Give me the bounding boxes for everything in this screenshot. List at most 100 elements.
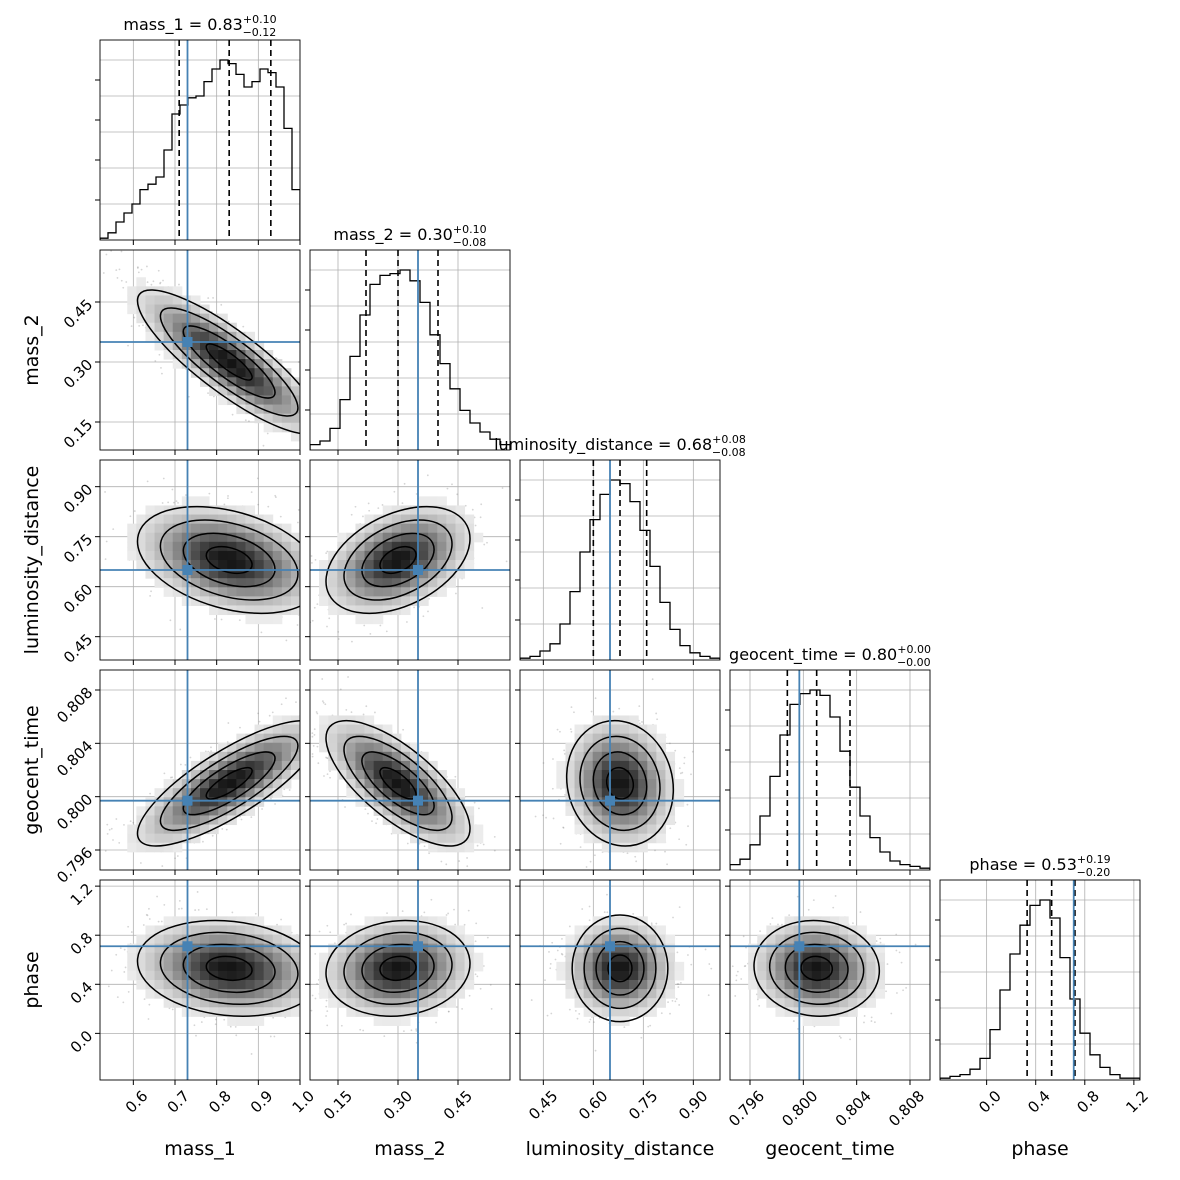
density-cell — [272, 724, 283, 735]
density-cell — [290, 742, 300, 753]
density-cell — [455, 505, 466, 516]
density-cell — [245, 532, 256, 543]
density-cell — [400, 824, 411, 835]
density-cell — [355, 550, 366, 561]
scatter-point — [683, 756, 686, 759]
scatter-point — [451, 483, 453, 486]
density-cell — [419, 514, 429, 525]
density-cell — [419, 815, 429, 826]
density-cell — [172, 824, 183, 835]
scatter-point — [316, 712, 319, 715]
density-cell — [419, 806, 429, 816]
density-cell — [391, 578, 402, 588]
y-tick-label: 0.808 — [53, 684, 96, 727]
scatter-point — [148, 872, 150, 874]
density-cell — [272, 359, 283, 369]
density-cell — [218, 605, 228, 616]
density-cell — [218, 560, 228, 570]
density-cell — [154, 514, 165, 525]
density-cell — [419, 560, 429, 570]
scatter-point — [242, 325, 245, 328]
density-cell — [574, 779, 585, 789]
scatter-point — [634, 855, 637, 858]
density-cell — [218, 359, 228, 369]
scatter-point — [638, 705, 641, 708]
density-cell — [209, 569, 219, 579]
density-cell — [281, 742, 292, 753]
density-cell — [254, 614, 265, 625]
density-cell — [154, 569, 165, 579]
density-cell — [172, 797, 183, 807]
density-cell — [574, 806, 585, 816]
scatter-point — [427, 610, 429, 613]
density-cell — [346, 751, 356, 762]
density-cell — [391, 770, 402, 780]
density-cell — [400, 569, 411, 579]
density-cell — [437, 770, 447, 780]
density-cell — [154, 797, 165, 807]
density-cell — [200, 350, 210, 360]
scatter-point — [333, 454, 335, 456]
scatter-point — [325, 421, 327, 423]
density-cell — [455, 788, 466, 798]
density-cell — [373, 605, 384, 616]
density-cell — [190, 815, 201, 826]
density-cell — [263, 779, 274, 789]
density-cell — [236, 760, 246, 771]
density-cell — [556, 779, 566, 789]
density-cell — [446, 779, 456, 789]
scatter-point — [324, 389, 326, 391]
scatter-point — [428, 852, 431, 855]
scatter-point — [179, 628, 182, 631]
density-cell — [145, 532, 156, 543]
density-cell — [391, 824, 402, 835]
density-cell — [364, 760, 375, 771]
density-cell — [565, 742, 576, 753]
density-cell — [428, 569, 438, 579]
density-cell — [455, 514, 466, 525]
density-cell — [346, 770, 356, 780]
scatter-point — [325, 552, 328, 555]
scatter-point — [174, 857, 176, 860]
density-cell — [346, 560, 356, 570]
density-cell — [400, 797, 411, 807]
y-tick-label: 0.75 — [60, 530, 96, 566]
density-cell — [263, 578, 274, 588]
density-cell — [218, 313, 228, 324]
density-cell — [337, 550, 347, 561]
density-cell — [209, 587, 219, 597]
scatter-point — [344, 806, 346, 808]
density-cell — [136, 304, 146, 315]
density-cell — [446, 569, 456, 579]
density-cell — [391, 596, 402, 606]
scatter-point — [426, 474, 429, 477]
density-cell — [428, 788, 438, 798]
density-cell — [355, 797, 366, 807]
density-cell — [254, 395, 265, 406]
scatter-point — [204, 750, 207, 753]
density-cell — [209, 797, 219, 807]
scatter-point — [102, 272, 105, 274]
density-cell — [437, 532, 447, 543]
density-cell — [209, 377, 219, 387]
scatter-point — [187, 395, 190, 398]
density-cell — [437, 514, 447, 525]
density-cell — [391, 541, 402, 552]
density-cell — [172, 313, 183, 324]
density-cell — [254, 386, 265, 396]
scatter-point — [261, 808, 263, 810]
density-cell — [364, 770, 375, 780]
density-cell — [163, 532, 174, 543]
scatter-point — [350, 513, 353, 516]
density-cell — [346, 742, 356, 753]
density-cell — [154, 824, 165, 835]
density-cell — [263, 788, 274, 798]
density-cell — [218, 514, 228, 525]
density-cell — [272, 541, 283, 552]
density-cell — [419, 496, 429, 506]
density-cell — [190, 806, 201, 816]
density-cell — [163, 797, 174, 807]
scatter-point — [211, 834, 214, 837]
scatter-point — [315, 694, 317, 696]
density-cell — [346, 760, 356, 771]
